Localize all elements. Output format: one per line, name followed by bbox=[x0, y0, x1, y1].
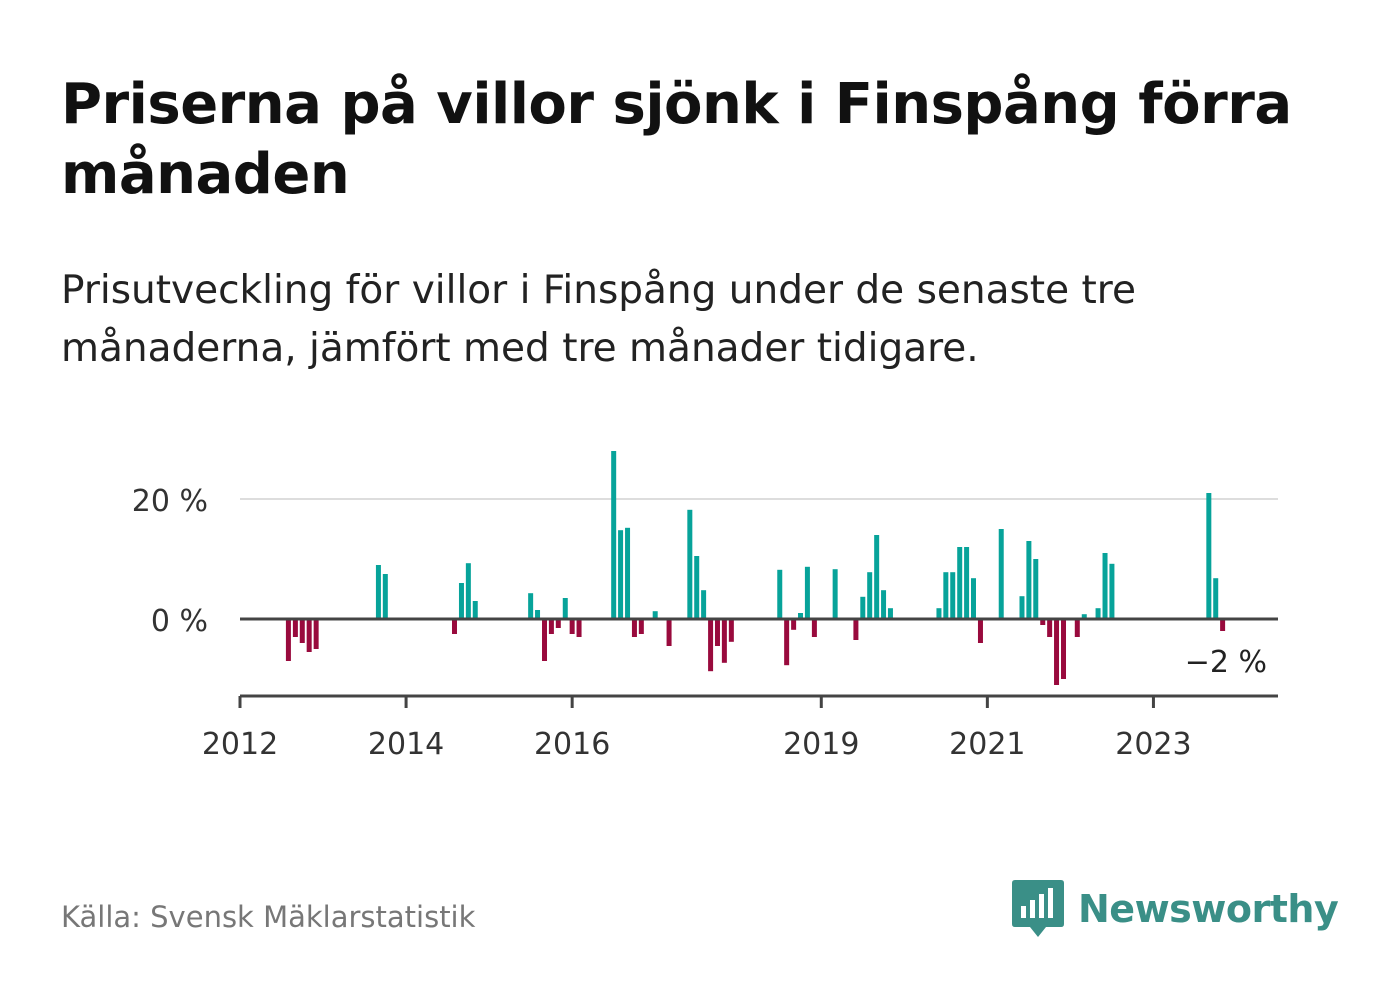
axes bbox=[238, 617, 1278, 708]
bar bbox=[666, 619, 672, 646]
source-note: Källa: Svensk Mäklarstatistik bbox=[61, 900, 476, 934]
bar bbox=[977, 619, 983, 643]
bar bbox=[451, 619, 457, 634]
x-tick-label: 2012 bbox=[202, 727, 278, 762]
bar bbox=[542, 619, 548, 661]
y-tick-label: 0 % bbox=[151, 604, 208, 639]
bar bbox=[798, 613, 804, 619]
bar bbox=[1206, 493, 1212, 619]
bar bbox=[625, 527, 631, 619]
labels: 0 % 20 % 2012 2014 2016 2019 2021 2023 −2 % bbox=[132, 484, 1267, 762]
y-tick-label: 20 % bbox=[132, 484, 208, 519]
bar bbox=[887, 608, 893, 619]
bar bbox=[694, 556, 700, 619]
bar bbox=[936, 608, 942, 619]
bar bbox=[631, 619, 637, 637]
bar bbox=[1061, 619, 1067, 679]
bar bbox=[1074, 619, 1080, 637]
bar bbox=[569, 619, 575, 634]
bar bbox=[721, 619, 727, 663]
bar bbox=[708, 619, 714, 672]
bar bbox=[1019, 596, 1025, 619]
bar bbox=[458, 583, 464, 619]
bar bbox=[1109, 563, 1115, 619]
bar bbox=[1033, 559, 1039, 619]
bar bbox=[562, 598, 568, 619]
brand-name: Newsworthy bbox=[1078, 887, 1339, 931]
bar bbox=[618, 530, 624, 619]
x-tick-label: 2023 bbox=[1115, 727, 1191, 762]
bar bbox=[950, 572, 956, 619]
x-tick-label: 2021 bbox=[949, 727, 1025, 762]
bar bbox=[804, 566, 810, 619]
bar bbox=[998, 529, 1004, 619]
bar bbox=[943, 572, 949, 619]
chart-title: Priserna på villor sjönk i Finspång förr… bbox=[61, 72, 1292, 207]
bar bbox=[728, 619, 734, 642]
last-value-label: −2 % bbox=[1185, 645, 1267, 680]
bar bbox=[535, 610, 541, 619]
bar bbox=[548, 619, 554, 634]
x-tick-label: 2016 bbox=[534, 727, 610, 762]
bar bbox=[472, 601, 478, 619]
bar bbox=[777, 569, 783, 619]
x-tick-label: 2014 bbox=[368, 727, 444, 762]
bar bbox=[1081, 614, 1087, 619]
bar bbox=[791, 619, 797, 630]
bar bbox=[964, 547, 970, 619]
bar bbox=[375, 565, 381, 619]
bar bbox=[714, 619, 720, 646]
bar bbox=[853, 619, 859, 640]
bar bbox=[874, 535, 880, 619]
bar bbox=[970, 578, 976, 619]
bar bbox=[867, 572, 873, 619]
bar bbox=[1040, 619, 1046, 625]
bar bbox=[701, 590, 707, 619]
bar bbox=[1054, 619, 1060, 685]
bar bbox=[1213, 578, 1219, 619]
bar bbox=[285, 619, 291, 661]
bar bbox=[881, 590, 887, 619]
bar bbox=[784, 619, 790, 666]
bar bbox=[957, 547, 963, 619]
chart-subtitle: Prisutveckling för villor i Finspång und… bbox=[61, 268, 1136, 371]
bar bbox=[292, 619, 298, 637]
bar bbox=[1026, 541, 1032, 619]
bars bbox=[285, 451, 1226, 685]
bar bbox=[576, 619, 582, 637]
bar bbox=[860, 596, 866, 619]
bar bbox=[687, 509, 693, 619]
bar bbox=[382, 574, 388, 619]
bar bbox=[299, 619, 305, 643]
x-tick-label: 2019 bbox=[783, 727, 859, 762]
bar bbox=[465, 563, 471, 619]
newsworthy-logo: Newsworthy bbox=[1012, 880, 1339, 938]
bar bbox=[811, 619, 817, 637]
bar bbox=[555, 619, 561, 628]
bar bbox=[652, 611, 658, 619]
bar bbox=[832, 569, 838, 619]
bar bbox=[638, 619, 644, 634]
bar bbox=[1102, 553, 1108, 619]
bar bbox=[1220, 619, 1226, 631]
bar bbox=[611, 451, 617, 619]
bar bbox=[1047, 619, 1053, 637]
bar bbox=[313, 619, 319, 649]
bar bbox=[1095, 608, 1101, 619]
bar bbox=[306, 619, 312, 652]
bar bbox=[528, 593, 534, 619]
bar-chart-speech-bubble-icon bbox=[1012, 880, 1064, 937]
